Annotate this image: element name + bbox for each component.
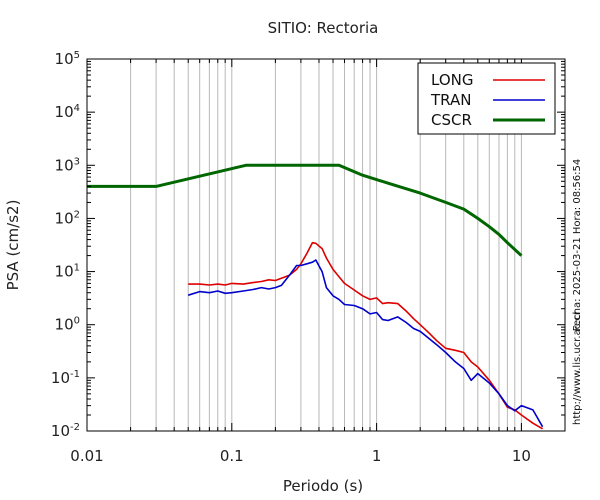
y-axis-title: PSA (cm/s2) xyxy=(4,200,22,291)
series-line-long xyxy=(188,241,543,430)
axis-tick-labels: 0.01 0.1 1 10 10-2 10-1 100 101 102 103 104 105 xyxy=(51,50,531,465)
legend-label-long: LONG xyxy=(431,71,473,89)
legend-label-tran: TRAN xyxy=(430,91,471,109)
y-tick-label: 10-2 xyxy=(51,422,80,440)
grid-lines xyxy=(130,59,522,431)
legend-label-cscr: CSCR xyxy=(431,111,472,129)
legend-box xyxy=(417,62,556,135)
y-tick-label: 105 xyxy=(55,50,80,68)
y-tick-label: 104 xyxy=(55,103,80,121)
series-line-tran xyxy=(187,259,544,428)
x-tick-label: 0.1 xyxy=(220,447,244,465)
legend: LONG TRAN CSCR xyxy=(417,62,556,135)
plot-frame xyxy=(86,58,566,432)
y-tick-label: 102 xyxy=(55,209,80,227)
y-tick-label: 100 xyxy=(55,316,80,334)
chart-title: SITIO: Rectoria xyxy=(268,19,379,37)
x-tick-label: 0.01 xyxy=(70,447,103,465)
axis-ticks xyxy=(86,58,566,432)
series-lines xyxy=(87,163,544,430)
x-tick-label: 1 xyxy=(372,447,382,465)
y-tick-label: 10-1 xyxy=(51,369,80,387)
series-line-cscr xyxy=(87,163,523,257)
x-axis-title: Periodo (s) xyxy=(283,477,363,495)
website-label: http://www.lis.ucr.ac.cr xyxy=(572,310,583,425)
x-tick-label: 10 xyxy=(512,447,531,465)
timestamp-label: Fecha: 2025-03-21 Hora: 08:56:54 xyxy=(572,159,583,332)
y-tick-label: 101 xyxy=(55,263,80,281)
y-tick-label: 103 xyxy=(55,156,80,174)
